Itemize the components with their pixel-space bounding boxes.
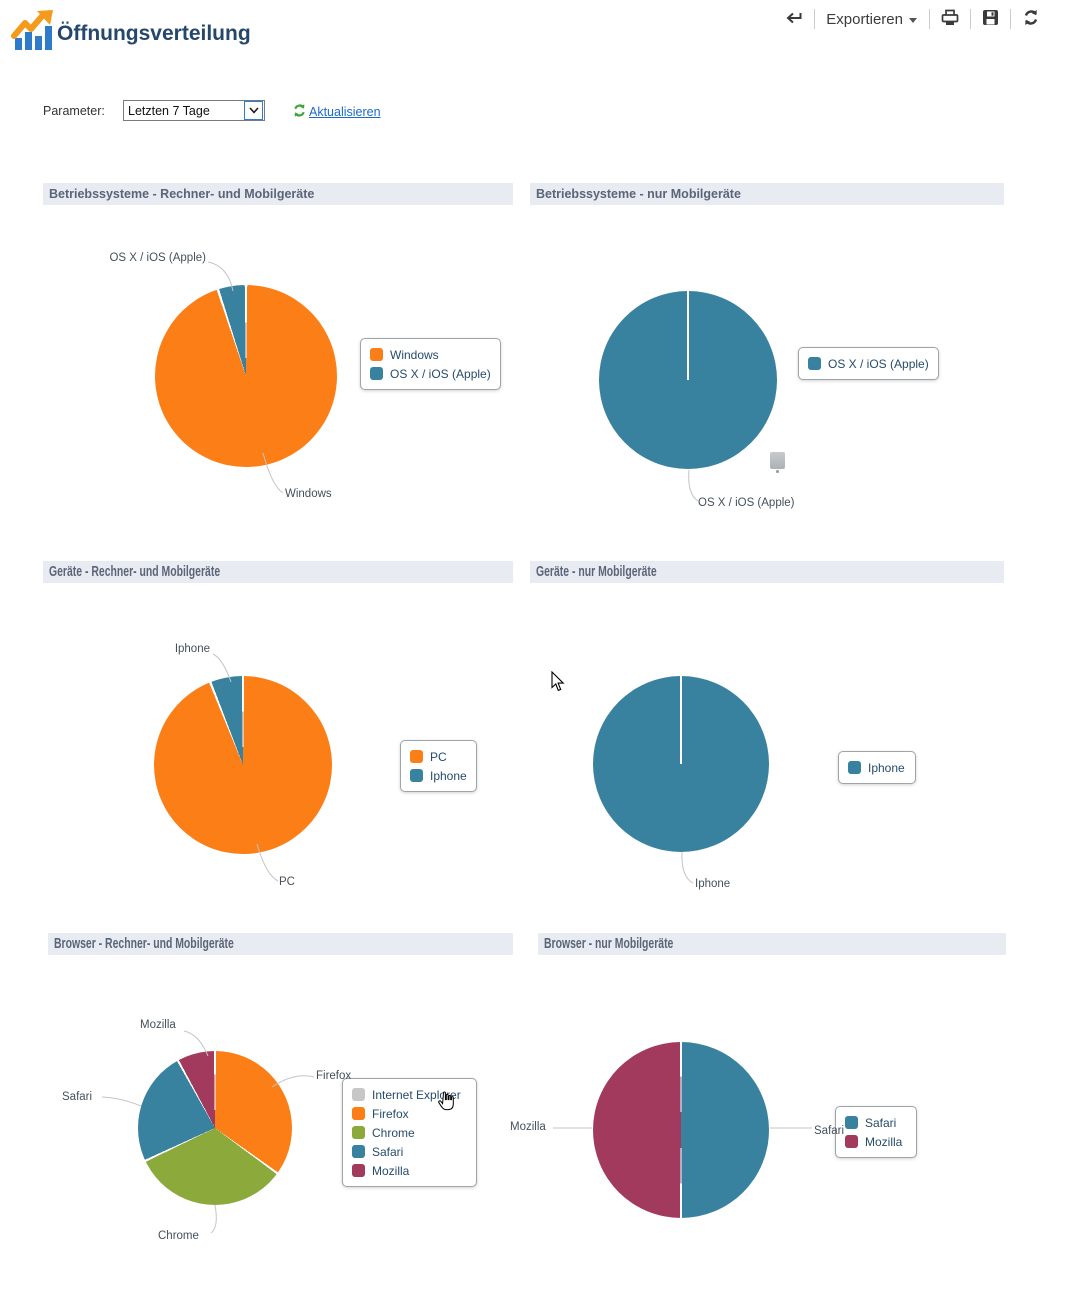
- legend-swatch: [845, 1135, 858, 1148]
- aktualisieren-label: Aktualisieren: [309, 105, 381, 119]
- pie-betriebssysteme-alle[interactable]: [155, 285, 337, 467]
- legend-swatch: [352, 1145, 365, 1158]
- pie-callout-label: Iphone: [695, 878, 731, 890]
- pie-callout-label: Windows: [285, 488, 332, 500]
- bar-chart-trend-logo-icon: [10, 8, 56, 59]
- back-button[interactable]: [781, 7, 805, 31]
- legend-item[interactable]: Safari: [352, 1142, 467, 1161]
- export-button[interactable]: Exportieren: [824, 9, 920, 30]
- pie-callout-label: Safari: [814, 1125, 845, 1137]
- green-refresh-icon: [292, 103, 307, 121]
- toolbar-separator: [814, 9, 816, 29]
- legend-swatch: [845, 1116, 858, 1129]
- legend-item[interactable]: PC: [410, 747, 467, 766]
- legend-item[interactable]: Internet Explorer: [352, 1085, 467, 1104]
- legend-betriebssysteme-mobil: OS X / iOS (Apple): [798, 347, 939, 380]
- gray-square-artifact: [770, 452, 785, 469]
- parameter-select-value: Letzten 7 Tage: [128, 103, 210, 118]
- select-chevron-icon: [244, 101, 263, 120]
- legend-item[interactable]: Firefox: [352, 1104, 467, 1123]
- section-header-browser-alle: Browser - Rechner- und Mobilgeräte: [48, 933, 513, 955]
- pie-callout-label: OS X / iOS (Apple): [698, 497, 795, 509]
- refresh-button[interactable]: [1020, 7, 1042, 31]
- parameter-label: Parameter:: [43, 104, 105, 118]
- legend-item[interactable]: Windows: [370, 345, 491, 364]
- section-header-geraete-alle: Geräte - Rechner- und Mobilgeräte: [43, 561, 513, 583]
- legend-geraete-alle: PC Iphone: [400, 740, 477, 792]
- legend-swatch: [808, 357, 821, 370]
- legend-betriebssysteme-alle: Windows OS X / iOS (Apple): [360, 338, 501, 390]
- pie-callout-label: OS X / iOS (Apple): [109, 252, 206, 264]
- pie-callout-label: Chrome: [158, 1230, 199, 1242]
- legend-browser-mobil: Safari Mozilla: [835, 1106, 917, 1158]
- legend-swatch: [848, 761, 861, 774]
- legend-swatch: [410, 769, 423, 782]
- pie-geraete-mobil[interactable]: [593, 676, 769, 852]
- gray-dot-artifact: [776, 470, 779, 473]
- legend-item[interactable]: Iphone: [410, 766, 467, 785]
- toolbar-separator: [970, 9, 971, 29]
- pie-browser-alle[interactable]: [138, 1051, 292, 1205]
- section-header-betriebssysteme-mobil: Betriebssysteme - nur Mobilgeräte: [530, 183, 1004, 205]
- dropdown-caret-icon: [909, 12, 918, 27]
- legend-swatch: [410, 750, 423, 763]
- pie-callout-label: Mozilla: [140, 1019, 176, 1031]
- legend-item[interactable]: Mozilla: [352, 1161, 467, 1180]
- pie-betriebssysteme-mobil[interactable]: [599, 291, 777, 469]
- legend-swatch: [370, 348, 383, 361]
- pie-callout-label: PC: [279, 876, 295, 888]
- aktualisieren-link[interactable]: Aktualisieren: [292, 103, 381, 121]
- pie-callout-label: Iphone: [174, 643, 210, 655]
- legend-item[interactable]: Safari: [845, 1113, 907, 1132]
- section-header-geraete-mobil: Geräte - nur Mobilgeräte: [530, 561, 1004, 583]
- print-icon: [941, 9, 959, 29]
- legend-swatch: [352, 1126, 365, 1139]
- toolbar-separator: [1010, 9, 1011, 29]
- legend-item[interactable]: Mozilla: [845, 1132, 907, 1151]
- pie-geraete-alle[interactable]: [154, 676, 332, 854]
- legend-swatch: [370, 367, 383, 380]
- section-header-betriebssysteme-alle: Betriebssysteme - Rechner- und Mobilgerä…: [43, 183, 513, 205]
- back-arrow-icon: [783, 9, 803, 29]
- legend-item[interactable]: Chrome: [352, 1123, 467, 1142]
- legend-swatch: [352, 1164, 365, 1177]
- print-button[interactable]: [939, 7, 961, 31]
- pie-browser-mobil[interactable]: [593, 1042, 769, 1218]
- legend-item[interactable]: OS X / iOS (Apple): [808, 354, 929, 373]
- legend-item[interactable]: OS X / iOS (Apple): [370, 364, 491, 383]
- parameter-select[interactable]: Letzten 7 Tage: [123, 100, 265, 121]
- pie-callout-label: Safari: [62, 1091, 93, 1103]
- refresh-icon: [1022, 9, 1040, 29]
- save-button[interactable]: [980, 7, 1001, 31]
- page-title: Öffnungsverteilung: [57, 22, 251, 45]
- mouse-cursor-arrow: [551, 670, 565, 697]
- legend-geraete-mobil: Iphone: [838, 751, 916, 784]
- pie-callout-label: Firefox: [316, 1070, 352, 1082]
- pie-callout-label: Mozilla: [510, 1121, 546, 1133]
- legend-swatch: [352, 1107, 365, 1120]
- legend-browser-alle: Internet Explorer Firefox Chrome Safari …: [342, 1078, 477, 1187]
- save-icon: [982, 9, 999, 29]
- legend-item[interactable]: Iphone: [848, 758, 906, 777]
- section-header-browser-mobil: Browser - nur Mobilgeräte: [538, 933, 1006, 955]
- legend-swatch: [352, 1088, 365, 1101]
- export-label: Exportieren: [826, 10, 903, 28]
- toolbar-separator: [929, 9, 930, 29]
- toolbar: Exportieren: [781, 5, 1042, 33]
- mouse-cursor-hand: [437, 1091, 456, 1118]
